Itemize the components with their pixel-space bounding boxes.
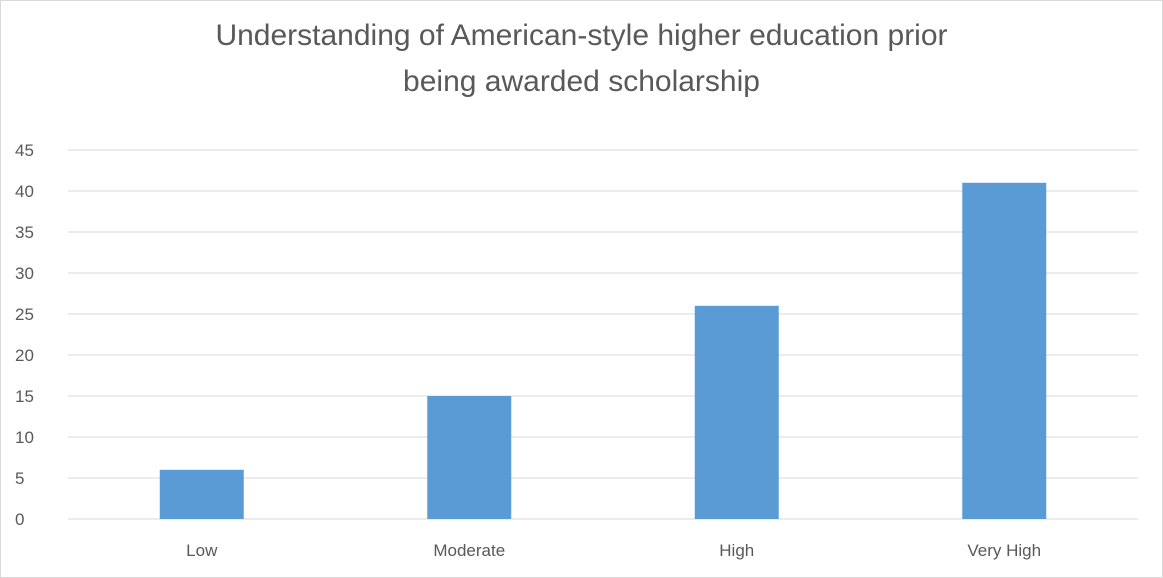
x-tick-label-moderate: Moderate [433,541,505,560]
y-tick-label-10: 10 [15,428,34,447]
y-tick-label-40: 40 [15,182,34,201]
x-tick-label-high: High [719,541,754,560]
chart-title-line-1: Understanding of American-style higher e… [215,19,948,52]
y-tick-label-5: 5 [15,469,24,488]
y-tick-label-15: 15 [15,387,34,406]
x-tick-label-very-high: Very High [967,541,1041,560]
chart-title: Understanding of American-style higher e… [1,13,1162,105]
bar-high [694,305,779,519]
bar-low [159,469,244,519]
y-tick-label-35: 35 [15,223,34,242]
bar-very-high [962,182,1047,520]
y-tick-label-20: 20 [15,346,34,365]
bar-moderate [427,396,512,519]
y-tick-label-0: 0 [15,510,24,529]
x-tick-label-low: Low [186,541,218,560]
y-tick-label-30: 30 [15,264,34,283]
y-tick-label-25: 25 [15,305,34,324]
chart-title-line-2: being awarded scholarship [403,65,760,98]
y-tick-label-45: 45 [15,141,34,160]
